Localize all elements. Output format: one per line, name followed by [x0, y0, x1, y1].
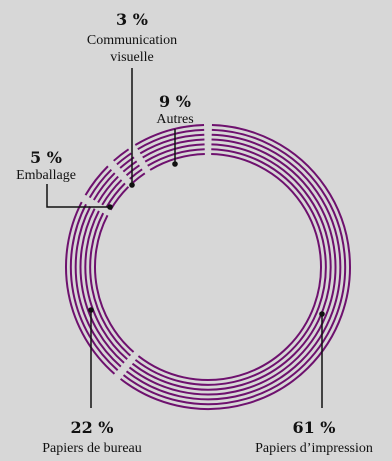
slice-stripe [134, 124, 205, 146]
slice-stripe [97, 175, 119, 203]
slice-stripe [128, 138, 337, 396]
slice-papiers-bureau [65, 201, 135, 375]
pct-label-autres: 9 % [159, 92, 191, 111]
slice-stripe [65, 201, 116, 375]
slice-stripe [94, 214, 135, 353]
category-label-emballage: Emballage [16, 168, 76, 183]
leader-emballage-dot [107, 204, 113, 210]
slice-stripe [129, 168, 143, 180]
slice-papiers-impression [119, 124, 351, 410]
category-label-papiers-impression: Papiers d’impression [255, 441, 373, 456]
slice-stripe [116, 152, 132, 166]
leader-emballage [46, 184, 110, 208]
slice-stripe [89, 212, 132, 357]
slice-stripe [149, 153, 205, 171]
slice-stripe [84, 210, 128, 361]
slice-stripe [122, 128, 347, 406]
category-label-autres: Autres [156, 112, 193, 127]
slice-stripe [122, 160, 138, 173]
slice-stripe [69, 203, 119, 371]
slice-stripe [139, 133, 205, 155]
slice-stripe [92, 172, 116, 201]
slice-stripe [79, 208, 125, 364]
slice-stripe [144, 143, 205, 163]
slice-stripe [119, 156, 135, 169]
pct-label-emballage: 5 % [30, 148, 62, 167]
slice-stripe [119, 124, 351, 410]
leader-papiers-bureau-dot [88, 307, 94, 313]
pct-label-papiers-impression: 61 % [292, 418, 335, 437]
slice-stripe [137, 153, 322, 381]
leader-communication-visuelle-dot [129, 182, 135, 188]
category-label-papiers-bureau: Papiers de bureau [42, 441, 142, 456]
donut-rings [65, 124, 351, 410]
slice-stripe [74, 206, 122, 368]
pct-label-communication-visuelle: 3 % [116, 10, 148, 29]
leader-papiers-impression-dot [319, 311, 325, 317]
slice-emballage [84, 165, 130, 211]
slice-autres [134, 124, 205, 171]
slice-stripe [125, 164, 140, 177]
slice-stripe [131, 143, 332, 391]
slice-stripe [84, 165, 109, 196]
slice-stripe [109, 186, 130, 211]
slice-stripe [134, 148, 327, 386]
leader-lines [46, 68, 325, 408]
category-label-communication-line2: visuelle [110, 50, 154, 65]
slice-stripe [113, 148, 130, 162]
slice-stripe [142, 138, 205, 159]
category-label-communication-line1: Communication [87, 33, 177, 48]
slice-stripe [137, 128, 205, 151]
pct-label-papiers-bureau: 22 % [70, 418, 113, 437]
slice-stripe [88, 168, 113, 199]
slice-stripe [125, 133, 342, 401]
slice-stripe [101, 179, 123, 206]
leader-autres-dot [172, 161, 178, 167]
